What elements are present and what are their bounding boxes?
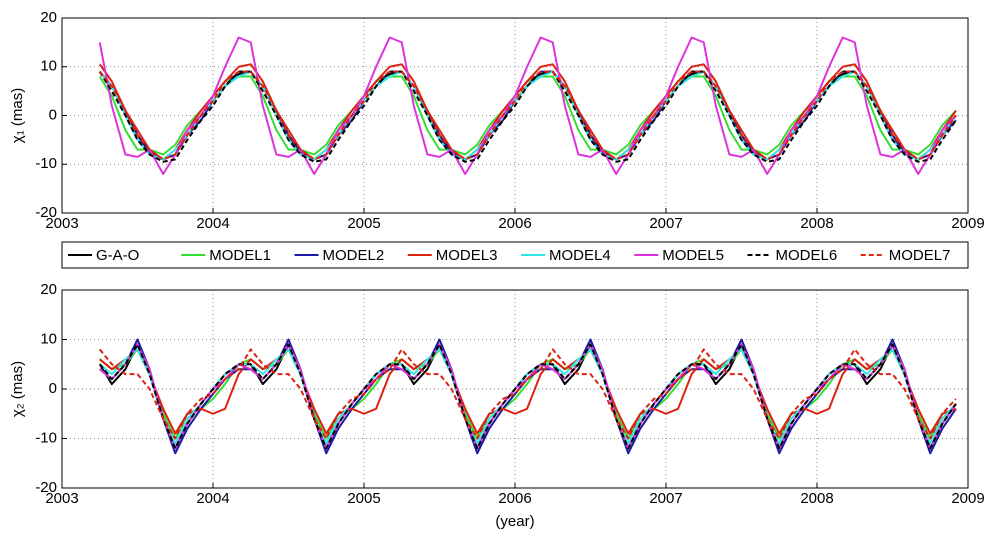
x-tick-label: 2009	[951, 215, 984, 232]
x-tick-label: 2006	[498, 490, 531, 507]
y-tick-label: -10	[35, 429, 57, 446]
y-tick-label: 20	[40, 281, 57, 298]
y-tick-label: 10	[40, 330, 57, 347]
plot-frame	[61, 289, 969, 489]
x-tick-label: 2007	[649, 215, 682, 232]
x-tick-label: 2004	[196, 490, 229, 507]
x-tick-label: 2007	[649, 490, 682, 507]
legend-label: MODEL4	[549, 247, 611, 264]
legend-label: MODEL6	[776, 247, 838, 264]
x-tick-label: 2004	[196, 215, 229, 232]
x-axis-label: (year)	[495, 513, 534, 530]
x-tick-label: 2003	[45, 215, 78, 232]
series-group	[98, 36, 957, 175]
legend-box	[61, 241, 969, 269]
x-tick-label: 2005	[347, 215, 380, 232]
y-tick-label: 0	[49, 380, 57, 397]
legend-label: MODEL1	[209, 247, 271, 264]
y-tick-label: -20	[35, 204, 57, 221]
x-tick-label: 2008	[800, 215, 833, 232]
y-tick-label: 0	[49, 106, 57, 123]
legend-label: G-A-O	[96, 247, 139, 264]
x-tick-label: 2005	[347, 490, 380, 507]
legend-label: MODEL2	[323, 247, 385, 264]
series-group	[98, 338, 957, 455]
y-axis-label: χ₂ (mas)	[9, 361, 26, 417]
series-line	[98, 36, 957, 175]
series-line	[98, 70, 957, 163]
legend-label: MODEL3	[436, 247, 498, 264]
legend-label: MODEL5	[662, 247, 724, 264]
y-tick-label: -20	[35, 479, 57, 496]
y-tick-label: -10	[35, 155, 57, 172]
plot-frame	[61, 17, 969, 214]
series-line	[99, 348, 957, 435]
y-axis-label: χ₁ (mas)	[9, 88, 26, 143]
x-tick-label: 2006	[498, 215, 531, 232]
x-tick-label: 2008	[800, 490, 833, 507]
y-tick-label: 20	[40, 9, 57, 26]
series-line	[98, 70, 957, 161]
x-tick-label: 2009	[951, 490, 984, 507]
x-tick-label: 2003	[45, 490, 78, 507]
legend-label: MODEL7	[889, 247, 951, 264]
y-tick-label: 10	[40, 58, 57, 75]
series-line	[98, 348, 957, 440]
